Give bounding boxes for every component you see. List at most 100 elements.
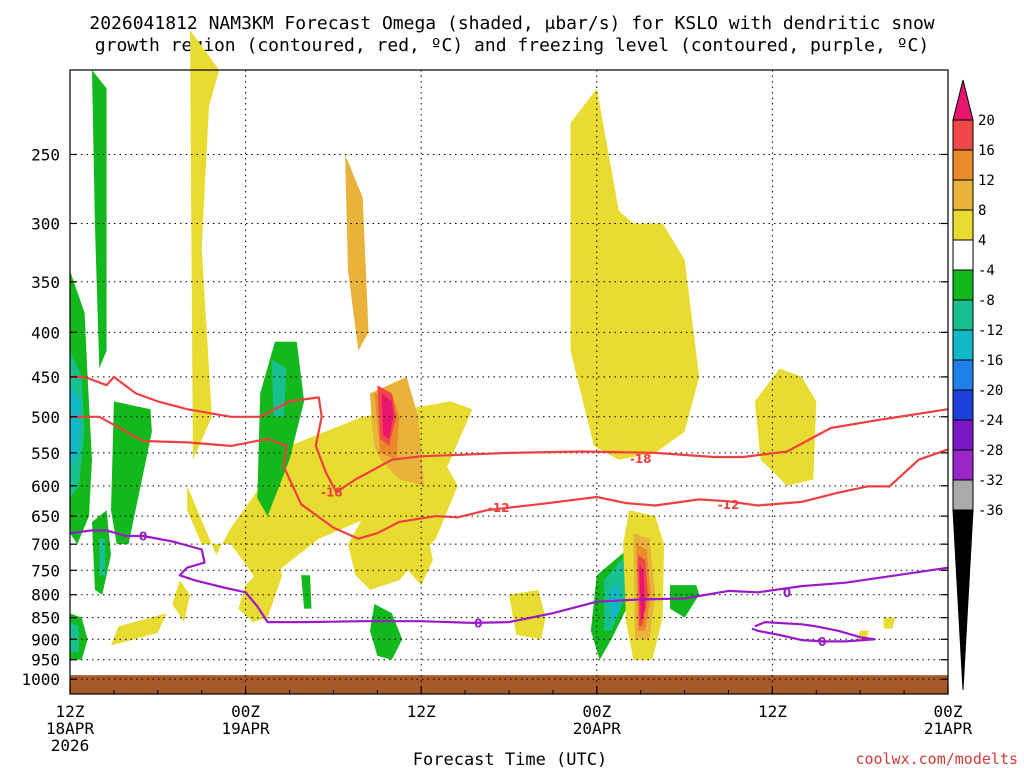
omega-region-28 bbox=[301, 575, 312, 609]
dendritic-contour-label-0: -18 bbox=[321, 486, 343, 500]
x-tick-label-3-2: 20APR bbox=[573, 719, 622, 738]
omega-region-5 bbox=[238, 554, 283, 623]
omega-region-8 bbox=[403, 533, 433, 586]
colorbar-label-2: 12 bbox=[978, 173, 995, 189]
y-tick-label-600: 600 bbox=[31, 477, 60, 496]
y-tick-label-950: 950 bbox=[31, 651, 60, 670]
colorbar-swatch-4 bbox=[952, 209, 974, 241]
dendritic-contour-label-1: -12 bbox=[488, 501, 510, 515]
freezing-contour-label-3: 0 bbox=[818, 635, 826, 649]
x-tick-label-0-2: 18APR bbox=[46, 719, 95, 738]
colorbar-swatch-9 bbox=[952, 359, 974, 391]
freezing-level-contours: 0 0 0 0 bbox=[69, 529, 949, 649]
x-tick-label-4-1: 12Z bbox=[758, 702, 787, 721]
omega-region-4 bbox=[754, 368, 817, 486]
y-tick-label-300: 300 bbox=[31, 214, 60, 233]
x-tick-label-0-3: 2026 bbox=[51, 736, 90, 755]
omega-region-33 bbox=[670, 585, 700, 618]
y-tick-label-700: 700 bbox=[31, 535, 60, 554]
colorbar-swatch-5 bbox=[952, 239, 974, 271]
dendritic-growth-contours: -18 -12 -12 -18 bbox=[70, 375, 949, 540]
y-axis: 250 300 350 400 450 500 550 600 650 700 750 800 850 9… bbox=[21, 145, 948, 689]
colorbar-label-3: 8 bbox=[978, 203, 986, 219]
ground-strip bbox=[70, 675, 948, 694]
omega-region-2 bbox=[348, 459, 458, 590]
freezing-contour-label-2: 0 bbox=[783, 586, 791, 600]
chart-title-line2: growth region (contoured, red, ºC) and f… bbox=[95, 35, 929, 56]
y-tick-label-550: 550 bbox=[31, 444, 60, 463]
colorbar-label-6: -8 bbox=[978, 293, 995, 309]
colorbar-swatch-1 bbox=[952, 119, 974, 151]
x-tick-label-1-1: 00Z bbox=[231, 702, 260, 721]
omega-region-0 bbox=[190, 30, 220, 460]
colorbar-label-4: 4 bbox=[978, 233, 986, 249]
y-tick-label-650: 650 bbox=[31, 507, 60, 526]
y-tick-label-800: 800 bbox=[31, 586, 60, 605]
chart-title-line1: 2026041812 NAM3KM Forecast Omega (shaded… bbox=[89, 13, 934, 34]
ground-fill bbox=[70, 675, 948, 694]
dendritic-contour-label-3: -18 bbox=[630, 452, 652, 466]
freezing-contour-label-0: 0 bbox=[139, 529, 147, 543]
credit-text: coolwx.com/modelts bbox=[855, 750, 1018, 768]
x-axis-label: Forecast Time (UTC) bbox=[413, 750, 607, 768]
omega-region-27 bbox=[271, 359, 287, 417]
omega-region-26 bbox=[257, 341, 305, 517]
freezing-contour-line-0 bbox=[69, 529, 949, 625]
colorbar-swatch-13 bbox=[952, 479, 974, 511]
omega-region-3 bbox=[570, 88, 700, 460]
x-tick-label-2-1: 12Z bbox=[407, 702, 436, 721]
omega-colorbar: 20 16 12 8 4 -4 -8 -12 -16 -20 -24 -28 -32 -36 bbox=[952, 79, 1003, 691]
colorbar-swatch-11 bbox=[952, 419, 974, 451]
freezing-contour-label-1: 0 bbox=[474, 616, 482, 630]
colorbar-label-12: -32 bbox=[978, 473, 1003, 489]
colorbar-cap-bottom bbox=[952, 509, 974, 691]
y-tick-label-450: 450 bbox=[31, 368, 60, 387]
omega-region-21 bbox=[111, 401, 152, 545]
omega-region-23 bbox=[99, 538, 106, 576]
freezing-contour-line-3 bbox=[751, 620, 876, 643]
colorbar-cap-top bbox=[952, 79, 974, 121]
y-tick-label-750: 750 bbox=[31, 561, 60, 580]
y-tick-label-350: 350 bbox=[31, 273, 60, 292]
colorbar-label-11: -28 bbox=[978, 443, 1003, 459]
colorbar-swatch-3 bbox=[952, 179, 974, 211]
colorbar-swatch-8 bbox=[952, 329, 974, 361]
y-tick-label-500: 500 bbox=[31, 408, 60, 427]
y-tick-label-1000: 1000 bbox=[21, 670, 60, 689]
x-tick-label-1-2: 19APR bbox=[222, 719, 271, 738]
omega-region-25 bbox=[70, 622, 79, 652]
colorbar-label-5: -4 bbox=[978, 263, 995, 279]
dendritic-contour-line-0 bbox=[70, 375, 949, 494]
colorbar-label-9: -20 bbox=[978, 383, 1003, 399]
y-tick-label-900: 900 bbox=[31, 630, 60, 649]
x-tick-label-0-1: 12Z bbox=[56, 702, 85, 721]
colorbar-swatch-7 bbox=[952, 299, 974, 331]
omega-region-32 bbox=[610, 585, 619, 623]
colorbar-label-7: -12 bbox=[978, 323, 1003, 339]
y-tick-label-400: 400 bbox=[31, 323, 60, 342]
omega-region-12 bbox=[345, 154, 369, 351]
omega-region-19 bbox=[70, 385, 81, 467]
y-tick-label-850: 850 bbox=[31, 609, 60, 628]
omega-region-16 bbox=[381, 393, 394, 439]
x-tick-label-5-2: 21APR bbox=[924, 719, 973, 738]
omega-region-7 bbox=[111, 613, 167, 646]
colorbar-label-13: -36 bbox=[978, 503, 1003, 519]
x-tick-label-3-1: 00Z bbox=[582, 702, 611, 721]
x-tick-label-5-1: 00Z bbox=[934, 702, 963, 721]
dendritic-contour-label-2: -12 bbox=[718, 498, 740, 512]
omega-region-10 bbox=[883, 617, 896, 629]
omega-region-20 bbox=[92, 70, 107, 369]
colorbar-swatch-6 bbox=[952, 269, 974, 301]
colorbar-label-0: 20 bbox=[978, 113, 995, 129]
colorbar-swatch-2 bbox=[952, 149, 974, 181]
omega-region-6 bbox=[172, 580, 190, 623]
colorbar-label-8: -16 bbox=[978, 353, 1003, 369]
colorbar-label-10: -24 bbox=[978, 413, 1003, 429]
dendritic-contour-line-1 bbox=[70, 415, 949, 540]
colorbar-swatch-12 bbox=[952, 449, 974, 481]
omega-region-9 bbox=[509, 589, 546, 640]
colorbar-swatch-10 bbox=[952, 389, 974, 421]
